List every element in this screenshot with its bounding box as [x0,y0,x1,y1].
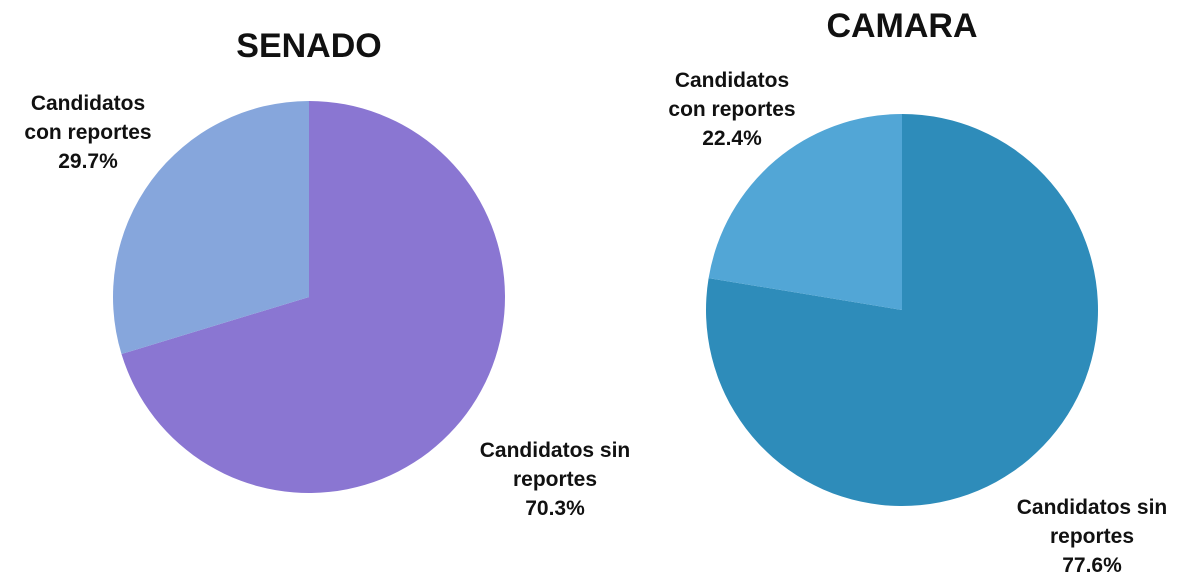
slice-label: Candidatos con reportes 22.4% [662,66,802,153]
pie-slice [708,114,902,310]
slice-category: Candidatos con reportes [668,69,796,121]
slice-value: 22.4% [702,127,762,150]
chart-title: SENADO [236,27,381,65]
slice-value: 29.7% [58,150,118,173]
slice-value: 77.6% [1062,554,1122,577]
chart-title: CAMARA [826,7,977,45]
slice-label: Candidatos con reportes 29.7% [18,89,158,176]
slice-category: Candidatos con reportes [24,92,152,144]
slice-label: Candidatos sin reportes 77.6% [992,493,1185,580]
pie-slice [112,101,309,355]
slice-category: Candidatos sin reportes [479,439,631,491]
slice-category: Candidatos sin reportes [1016,496,1168,548]
pie-slice [121,101,505,494]
slice-label: Candidatos sin reportes 70.3% [455,436,655,523]
slice-value: 70.3% [525,497,585,520]
